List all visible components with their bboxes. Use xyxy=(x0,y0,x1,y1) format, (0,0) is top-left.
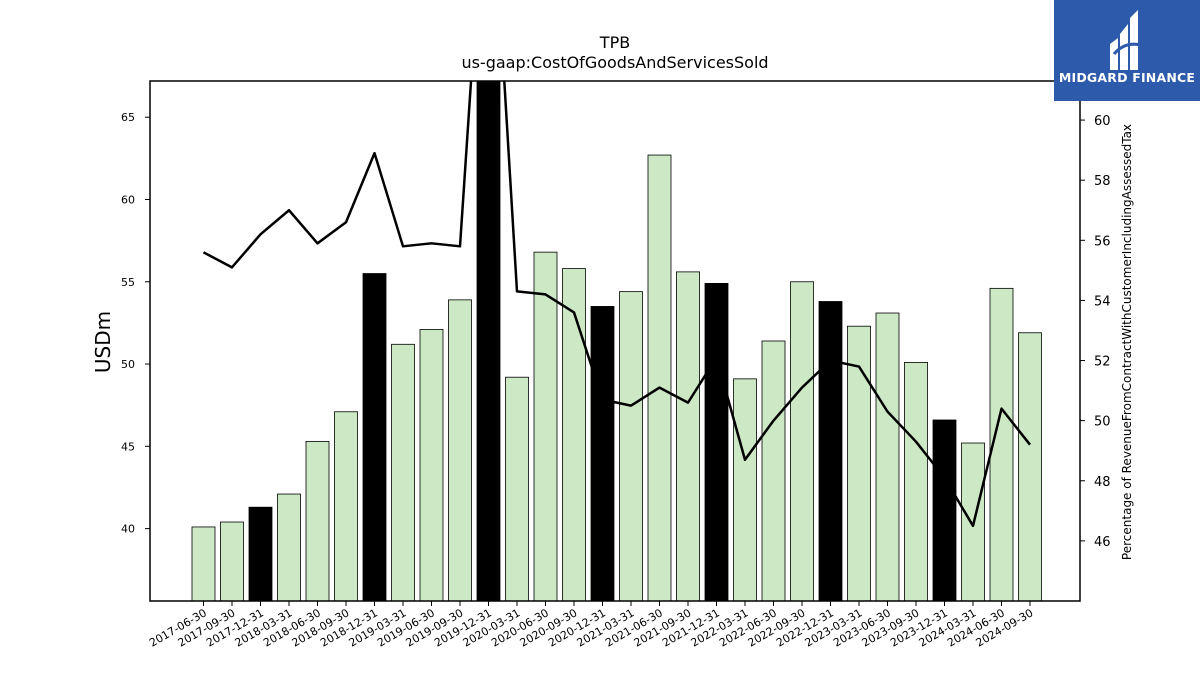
y-tick-label-40: 40 xyxy=(121,523,135,536)
x-axis: 2017-06-302017-09-302017-12-312018-03-31… xyxy=(147,601,1036,650)
bar-2022-09-30 xyxy=(790,281,814,601)
bar-2023-12-31 xyxy=(932,419,957,601)
chart-subtitle: us-gaap:CostOfGoodsAndServicesSold xyxy=(461,53,768,72)
line-group xyxy=(202,81,1031,528)
bar-2020-12-31 xyxy=(590,306,615,601)
bar-2020-06-30 xyxy=(533,251,558,601)
bar-2019-09-30 xyxy=(448,299,472,601)
plot-frame xyxy=(149,80,1081,602)
y2-tick-label-54: 54 xyxy=(1094,294,1111,309)
chart-title: TPB xyxy=(599,33,630,52)
y-tick-label-45: 45 xyxy=(121,440,135,453)
left-axis: 40 45 50 55 60 65 xyxy=(121,111,150,536)
y2-tick-label-52: 52 xyxy=(1094,355,1111,370)
bar-2018-03-31 xyxy=(277,493,301,601)
y-tick-label-60: 60 xyxy=(121,193,135,206)
bar-2023-03-31 xyxy=(847,325,871,601)
bar-2021-06-30 xyxy=(647,154,672,601)
bars-group xyxy=(191,81,1042,601)
bar-2024-09-30 xyxy=(1018,332,1042,601)
logo-text: MIDGARD FINANCE xyxy=(1058,70,1196,85)
y2-tick-label-48: 48 xyxy=(1094,475,1111,490)
bar-2022-03-31 xyxy=(733,378,757,601)
bar-2024-06-30 xyxy=(989,287,1014,601)
bar-2017-12-31 xyxy=(248,506,273,601)
y2-tick-label-56: 56 xyxy=(1094,234,1111,249)
bar-2019-06-30 xyxy=(419,329,444,601)
bar-2017-09-30 xyxy=(220,521,244,601)
y2-tick-label-58: 58 xyxy=(1094,174,1111,189)
bar-2018-12-31 xyxy=(362,273,387,601)
midgard-finance-logo: MIDGARD FINANCE xyxy=(1054,0,1200,101)
y2-tick-label-50: 50 xyxy=(1094,415,1111,430)
y2-tick-label-46: 46 xyxy=(1094,535,1111,550)
bar-2019-03-31 xyxy=(391,343,415,601)
bar-2021-12-31 xyxy=(704,283,729,601)
bar-2019-12-31 xyxy=(476,81,501,601)
bar-2020-03-31 xyxy=(505,376,529,601)
bar-2017-06-30 xyxy=(191,526,216,601)
logo-mark-icon xyxy=(1110,10,1145,70)
ratio-line xyxy=(202,81,1031,528)
y2-tick-label-60: 60 xyxy=(1094,114,1111,129)
bar-2022-12-31 xyxy=(818,301,843,601)
y-tick-label-50: 50 xyxy=(121,358,135,371)
y-axis-label: USDm xyxy=(91,311,115,373)
bar-2018-06-30 xyxy=(305,440,330,601)
bar-2022-06-30 xyxy=(761,340,786,601)
bar-2021-03-31 xyxy=(619,291,643,601)
bar-2018-09-30 xyxy=(334,411,358,601)
y2-axis-label: Percentage of RevenueFromContractWithCus… xyxy=(1120,124,1134,560)
y-tick-label-55: 55 xyxy=(121,276,135,289)
bar-2023-09-30 xyxy=(904,361,928,601)
bar-2020-09-30 xyxy=(562,268,586,601)
right-axis: 46 48 50 52 54 56 58 60 xyxy=(1080,114,1111,550)
bar-2021-09-30 xyxy=(676,271,700,601)
y-tick-label-65: 65 xyxy=(121,111,135,124)
bar-2023-06-30 xyxy=(875,312,900,601)
